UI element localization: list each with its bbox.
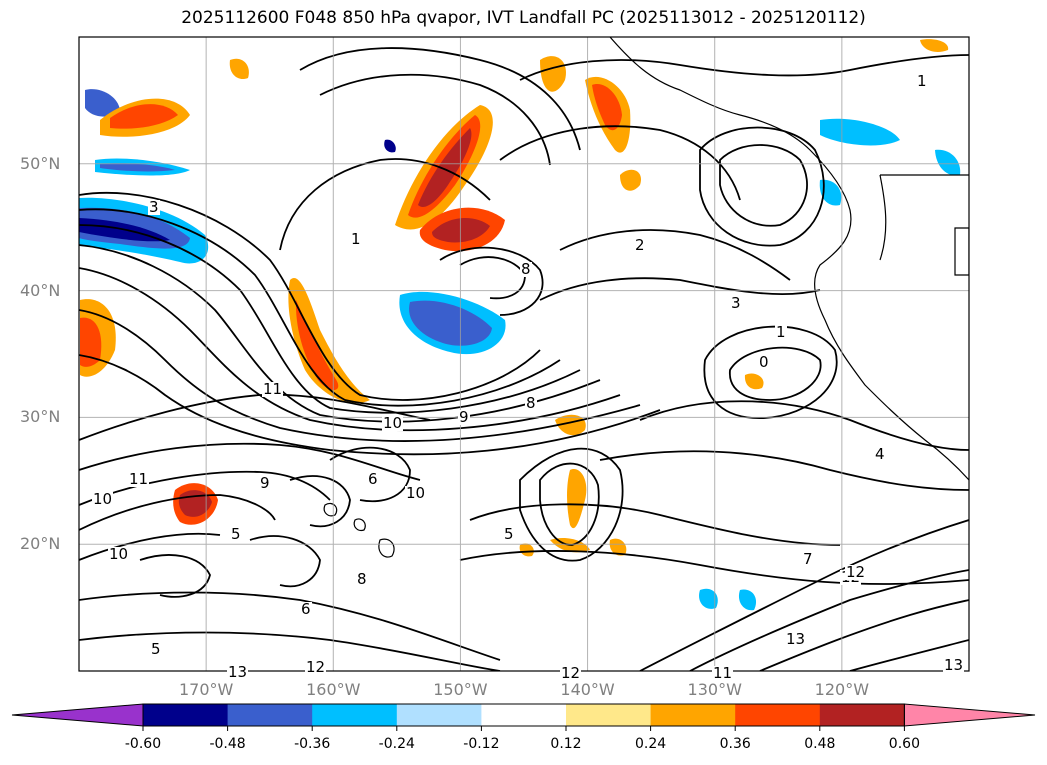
colorbar-extend-max bbox=[903, 703, 1036, 727]
latitude-label: 40°N bbox=[20, 280, 61, 300]
map-frame bbox=[78, 36, 970, 672]
contour-label: 6 bbox=[300, 600, 312, 618]
colorbar-segment bbox=[819, 704, 905, 726]
colorbar-segment bbox=[650, 704, 736, 726]
colorbar bbox=[11, 703, 1036, 731]
contour-label: 2 bbox=[634, 236, 646, 254]
colorbar-tick-label: 0.24 bbox=[635, 736, 667, 752]
contour-label: 9 bbox=[259, 474, 271, 492]
colorbar-tick-label: 0.12 bbox=[550, 736, 582, 752]
colorbar-tick-label: 0.60 bbox=[888, 736, 920, 752]
contour-label: 8 bbox=[525, 394, 537, 412]
colorbar-segment bbox=[227, 704, 313, 726]
contour-label: 8 bbox=[520, 260, 532, 278]
contour-label: 12 bbox=[560, 664, 582, 682]
colorbar-segment bbox=[312, 704, 398, 726]
contour-label: 10 bbox=[92, 490, 114, 508]
map-title: 2025112600 F048 850 hPa qvapor, IVT Land… bbox=[181, 8, 866, 28]
contour-label: 1 bbox=[350, 230, 362, 248]
contour-label: 1 bbox=[916, 72, 928, 90]
contour-label: 3 bbox=[730, 294, 742, 312]
colorbar-tick-label: -0.48 bbox=[209, 736, 246, 752]
longitude-label: 140°W bbox=[560, 680, 615, 699]
latitude-label: 50°N bbox=[20, 153, 61, 173]
contour-label: 12 bbox=[845, 563, 867, 581]
colorbar-frame bbox=[142, 703, 905, 727]
colorbar-segment bbox=[396, 704, 482, 726]
qvapor-anomaly-shading bbox=[79, 39, 961, 611]
contour-label: 3 bbox=[148, 198, 160, 216]
contour-label: 11 bbox=[262, 380, 284, 398]
contour-label: 7 bbox=[802, 550, 814, 568]
colorbar-segment bbox=[566, 704, 652, 726]
contour-label: 4 bbox=[874, 445, 886, 463]
colorbar-tick-label: -0.60 bbox=[124, 736, 162, 752]
contour-label: 5 bbox=[230, 525, 242, 543]
map-area bbox=[79, 37, 969, 671]
contour-label: 10 bbox=[382, 414, 404, 432]
contour-label: 8 bbox=[356, 570, 368, 588]
contour-label: 5 bbox=[503, 525, 515, 543]
longitude-label: 160°W bbox=[306, 680, 361, 699]
colorbar-segment bbox=[481, 704, 567, 726]
colorbar-tick-label: -0.12 bbox=[463, 736, 500, 752]
longitude-label: 150°W bbox=[433, 680, 488, 699]
contour-label: 5 bbox=[150, 640, 162, 658]
longitude-label: 130°W bbox=[687, 680, 742, 699]
contour-label: 11 bbox=[128, 470, 150, 488]
graticule bbox=[79, 37, 969, 671]
colorbar-tick-label: -0.24 bbox=[378, 736, 415, 752]
contour-label: 13 bbox=[227, 663, 249, 681]
ivt-contours bbox=[79, 47, 969, 671]
latitude-label: 30°N bbox=[20, 407, 61, 427]
colorbar-tick-label: 0.36 bbox=[719, 736, 751, 752]
colorbar-segment bbox=[143, 704, 229, 726]
coastlines bbox=[323, 37, 969, 558]
contour-label: 12 bbox=[305, 658, 327, 676]
contour-label: 6 bbox=[367, 470, 379, 488]
longitude-label: 120°W bbox=[814, 680, 870, 699]
contour-label: 13 bbox=[785, 630, 807, 648]
colorbar-segment bbox=[735, 704, 821, 726]
contour-label: 10 bbox=[405, 484, 427, 502]
contour-label: 0 bbox=[758, 353, 770, 371]
contour-label: 10 bbox=[108, 545, 130, 563]
longitude-label: 170°W bbox=[178, 680, 234, 699]
latitude-label: 20°N bbox=[20, 534, 61, 554]
colorbar-tick-label: -0.36 bbox=[294, 736, 331, 752]
colorbar-tick-label: 0.48 bbox=[804, 736, 836, 752]
colorbar-extend-min bbox=[11, 703, 144, 727]
contour-label: 13 bbox=[943, 656, 965, 674]
contour-label: 9 bbox=[458, 408, 470, 426]
contour-label: 11 bbox=[712, 664, 734, 682]
contour-label: 1 bbox=[775, 323, 787, 341]
